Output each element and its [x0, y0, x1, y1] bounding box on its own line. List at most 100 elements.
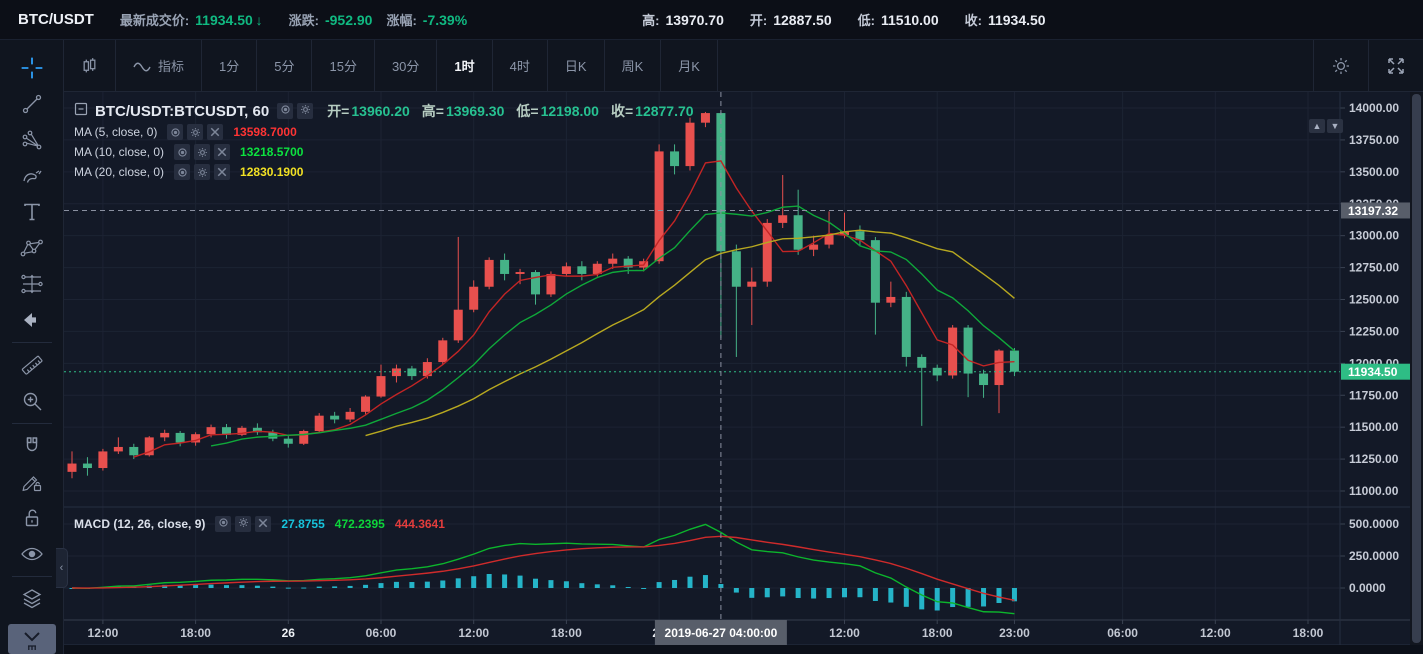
ma-close-button[interactable]	[207, 124, 224, 140]
macd-close-button[interactable]	[255, 516, 272, 532]
high-label: 高:	[642, 13, 660, 28]
last-price-label: 最新成交价:	[119, 13, 190, 28]
macd-settings-button[interactable]	[235, 516, 252, 532]
ma-gear-button[interactable]	[194, 164, 211, 180]
pane-up-button[interactable]: ▲	[1309, 119, 1325, 133]
ma-close-button[interactable]	[214, 164, 231, 180]
timeframe-button-6[interactable]: 日K	[564, 59, 587, 74]
macd-dif-line	[71, 523, 1015, 615]
macd-pane	[69, 523, 1017, 615]
toolbar-divider	[716, 40, 718, 91]
ma-visibility-button[interactable]	[174, 164, 191, 180]
magnet-tool[interactable]	[10, 428, 54, 464]
candlestick-chart[interactable]: 11000.0011250.0011500.0011750.0012000.00…	[64, 92, 1423, 654]
timeframe-button-4[interactable]: 1时	[454, 59, 475, 74]
measure-tool[interactable]	[10, 347, 54, 383]
change-pct-label: 涨幅:	[386, 13, 417, 28]
lock-all-tool[interactable]	[10, 500, 54, 536]
zoomin-icon	[23, 392, 41, 411]
svg-text:06:00: 06:00	[366, 626, 397, 640]
back-arrow-tool[interactable]	[10, 302, 54, 338]
right-scrollbar[interactable]	[1410, 92, 1423, 645]
settings-button[interactable]	[1314, 40, 1368, 91]
toolbar-divider	[660, 40, 662, 91]
sidebar-collapse-handle[interactable]: ‹	[56, 548, 68, 588]
current-price-badge	[1341, 363, 1411, 380]
scrollbar-thumb[interactable]	[1412, 94, 1421, 643]
toolbar-divider	[1368, 40, 1369, 91]
svg-text:2019-06-27 04:00:00: 2019-06-27 04:00:00	[665, 626, 778, 640]
svg-text:18:00: 18:00	[551, 626, 582, 640]
remove-drawings-button[interactable]	[7, 624, 56, 654]
indicator-button[interactable]: 指标	[116, 40, 201, 91]
trend-line-tool[interactable]	[10, 86, 54, 122]
legend-settings-button[interactable]	[297, 102, 314, 120]
gear-icon	[300, 102, 311, 120]
timeframe-group: 1分 5分 15分 30分 1时 4时 日K 周K 月K	[202, 40, 718, 91]
svg-text:12:00: 12:00	[458, 626, 489, 640]
svg-text:12250.00: 12250.00	[1349, 324, 1399, 338]
toolbar-divider	[1313, 40, 1314, 91]
svg-text:18:00: 18:00	[922, 626, 953, 640]
toolbar-divider	[436, 40, 438, 91]
layers-tool[interactable]	[10, 581, 54, 617]
svg-text:18:00: 18:00	[180, 626, 211, 640]
multi-line-tool[interactable]	[10, 122, 54, 158]
legend-low: 12198.00	[540, 103, 599, 119]
crosshair-time-badge	[654, 620, 787, 645]
svg-text:12500.00: 12500.00	[1349, 293, 1399, 307]
legend-title-row: BTC/USDT:BTCUSDT, 60 开= 13960.20 高= 13969.…	[74, 100, 694, 122]
ma-gear-button[interactable]	[194, 144, 211, 160]
ma-row-1: MA (10, close, 0) 13218.5700	[74, 142, 694, 162]
bottom-strip	[64, 645, 1423, 654]
texttool-icon	[23, 203, 40, 221]
draw-lock-tool[interactable]	[10, 464, 54, 500]
brush-tool[interactable]	[10, 158, 54, 194]
timeframe-button-8[interactable]: 月K	[678, 59, 700, 74]
chart-type-button[interactable]	[64, 40, 115, 91]
macd-visibility-button[interactable]	[215, 515, 232, 533]
svg-text:11000.00: 11000.00	[1349, 484, 1399, 498]
toolbar-divider	[201, 40, 203, 91]
timeframe-button-5[interactable]: 4时	[509, 59, 530, 74]
visibility-icon	[218, 515, 229, 533]
down-arrow-icon: ↓	[255, 12, 263, 28]
svg-text:250.0000: 250.0000	[1349, 549, 1399, 563]
toolbar-divider	[373, 40, 375, 91]
fullscreen-button[interactable]	[1369, 40, 1423, 91]
svg-text:13197.32: 13197.32	[1348, 204, 1398, 218]
position-tool[interactable]	[10, 266, 54, 302]
toolbar-spacer	[718, 40, 1313, 91]
macd-dea-value: 444.3641	[394, 517, 445, 531]
timeframe-button-1[interactable]: 5分	[274, 59, 295, 74]
lockopen-icon	[25, 509, 38, 527]
text-tool[interactable]	[10, 194, 54, 230]
legend-visibility-button[interactable]	[277, 103, 294, 119]
ma-value: 13598.7000	[233, 125, 297, 139]
timeframe-button-7[interactable]: 周K	[621, 59, 644, 74]
macd-dea-line	[71, 535, 1015, 602]
ma-visibility-button[interactable]	[167, 124, 184, 140]
xabcd-pattern-tool[interactable]	[10, 230, 54, 266]
toolbar-divider	[115, 40, 116, 91]
low-label: 低:	[857, 13, 875, 28]
timeframe-button-2[interactable]: 15分	[329, 59, 357, 74]
timeframe-button-3[interactable]: 30分	[391, 59, 420, 74]
ma-label: MA (10, close, 0)	[74, 145, 165, 159]
svg-text:13750.00: 13750.00	[1349, 133, 1399, 147]
svg-text:500.0000: 500.0000	[1349, 517, 1399, 531]
ma-gear-button[interactable]	[187, 124, 204, 140]
visibility-tool[interactable]	[10, 536, 54, 572]
toolbar-divider	[546, 40, 548, 91]
sidebar-divider	[11, 576, 52, 577]
legend-open: 13960.20	[351, 103, 410, 119]
ma-visibility-button[interactable]	[174, 144, 191, 160]
timeframe-button-0[interactable]: 1分	[219, 59, 240, 74]
ma-close-button[interactable]	[214, 144, 231, 160]
collapse-square-icon[interactable]	[74, 102, 88, 121]
fullscreen-icon	[1386, 56, 1406, 76]
crosshair-tool[interactable]	[10, 50, 54, 86]
pane-down-button[interactable]: ▼	[1327, 119, 1343, 133]
zoom-in-tool[interactable]	[10, 383, 54, 419]
